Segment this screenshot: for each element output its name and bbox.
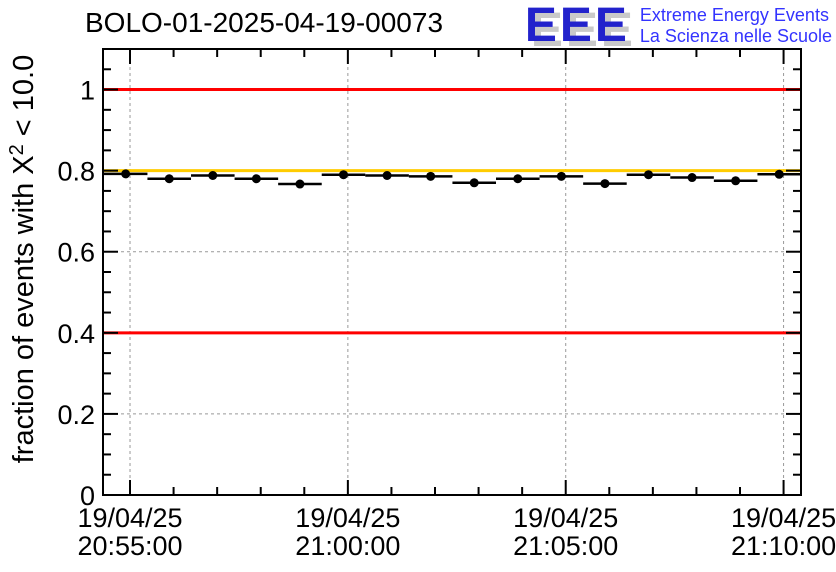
data-point — [295, 179, 305, 189]
data-point — [426, 171, 436, 181]
y-tick-label: 0.8 — [57, 157, 95, 187]
y-tick-label: 0.4 — [57, 319, 95, 349]
y-tick-label: 0.6 — [57, 238, 95, 268]
eee-logo-line1: Extreme Energy Events — [639, 4, 829, 25]
eee-logo-text: Extreme Energy Events La Scienza nelle S… — [640, 5, 832, 47]
x-tick-label-date: 19/04/25 — [77, 503, 182, 533]
eee-acronym: EEE — [524, 0, 630, 52]
y-axis-title: fraction of events with X2 < 10.0 — [6, 55, 40, 464]
y-tick-label: 0.2 — [57, 400, 95, 430]
data-point — [731, 176, 741, 186]
data-point — [382, 171, 392, 181]
data-point — [121, 169, 131, 179]
data-point — [339, 170, 349, 180]
x-tick-label-time: 21:05:00 — [513, 531, 618, 561]
page-title: BOLO-01-2025-04-19-00073 — [85, 7, 444, 38]
x-tick-label-time: 20:55:00 — [77, 531, 182, 561]
x-tick-label-date: 19/04/25 — [731, 503, 836, 533]
data-point — [556, 171, 566, 181]
data-point — [513, 174, 523, 184]
y-tick-label: 0 — [80, 481, 95, 511]
data-point — [687, 173, 697, 183]
plot-frame — [102, 48, 802, 496]
data-point — [208, 171, 218, 181]
x-tick-label-time: 21:10:00 — [731, 531, 836, 561]
data-point — [469, 178, 479, 188]
data-point — [600, 179, 610, 189]
data-point — [774, 169, 784, 179]
eee-logo-line2: La Scienza nelle Scuole — [639, 26, 832, 46]
x-tick-label-date: 19/04/25 — [295, 503, 400, 533]
x-tick-label-date: 19/04/25 — [513, 503, 618, 533]
data-point — [644, 170, 654, 180]
data-point — [251, 174, 261, 184]
eee-logo: EEE Extreme Energy Events La Scienza nel… — [525, 2, 832, 50]
x-tick-label-time: 21:00:00 — [295, 531, 400, 561]
y-tick-label: 1 — [80, 76, 95, 106]
data-point — [164, 174, 174, 184]
